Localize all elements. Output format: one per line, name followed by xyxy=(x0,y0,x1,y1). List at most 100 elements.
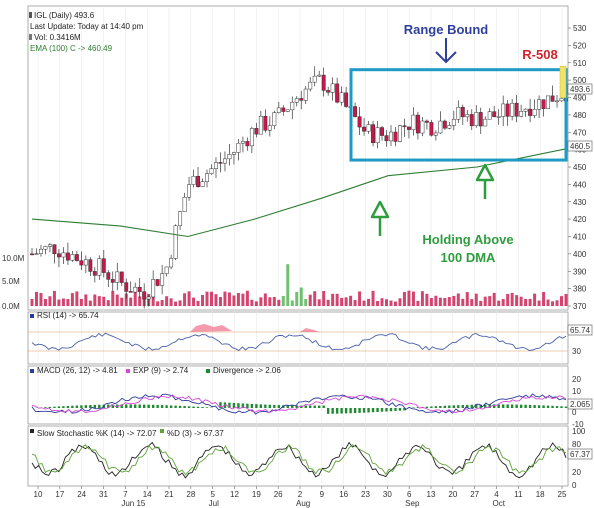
candle-body xyxy=(74,254,79,261)
volume-bar xyxy=(429,298,433,306)
macd-histogram-bar xyxy=(264,404,267,408)
volume-bar xyxy=(259,297,263,306)
candle-body xyxy=(290,102,295,111)
price-tick-label: 440 xyxy=(573,180,587,189)
macd-histogram-bar xyxy=(138,404,141,408)
macd-histogram-bar xyxy=(340,408,343,414)
macd-histogram-bar xyxy=(519,404,523,408)
candle-body xyxy=(249,128,254,147)
candle-body xyxy=(182,196,187,212)
candle-body xyxy=(142,291,147,300)
volume-bar xyxy=(479,300,483,306)
volume-tick-label: 10.0M xyxy=(2,254,25,263)
volume-bar xyxy=(124,293,128,306)
macd-histogram-bar xyxy=(335,408,339,414)
macd-histogram-bar xyxy=(237,403,240,408)
macd-tick-0: 0 xyxy=(572,408,577,417)
volume-bar xyxy=(120,297,124,306)
macd-histogram-bar xyxy=(156,404,159,408)
macd-histogram-bar xyxy=(62,406,65,408)
macd-histogram-bar xyxy=(48,406,52,408)
volume-bar xyxy=(138,296,142,306)
candle-body xyxy=(30,253,34,256)
stoch-tick-0: 0 xyxy=(572,481,577,490)
macd-histogram-bar xyxy=(425,406,429,408)
macd-badge xyxy=(567,398,593,410)
holding-label-2: 100 DMA xyxy=(441,250,497,265)
volume-bar xyxy=(443,297,447,306)
candle-body xyxy=(519,111,524,117)
candle-body xyxy=(196,175,200,188)
volume-bar xyxy=(106,300,110,306)
volume-bar xyxy=(438,297,442,306)
stoch-d-line xyxy=(31,443,567,476)
macd-histogram-bar xyxy=(443,405,447,408)
price-tick-label: 520 xyxy=(573,41,587,50)
candle-body xyxy=(227,154,232,160)
volume-bar xyxy=(30,298,34,306)
candle-body xyxy=(209,168,214,174)
candle-body xyxy=(267,125,272,131)
x-tick-label: 28 xyxy=(186,490,195,499)
price-tick-label: 510 xyxy=(573,59,587,68)
candle-body xyxy=(124,282,129,292)
exp-label: EXP (9) -> 2.74 xyxy=(133,366,189,375)
volume-label: Vol: 0.3416M xyxy=(34,33,81,42)
price-axis: 5305205105004904804704604504404304204104… xyxy=(568,24,587,311)
candle-body xyxy=(43,246,48,250)
volume-bar xyxy=(290,300,294,306)
candle-body xyxy=(205,173,209,182)
x-tick-label: 17 xyxy=(55,490,64,499)
x-tick-label: 12 xyxy=(230,490,239,499)
macd-histogram-bar xyxy=(228,402,231,408)
candle-body xyxy=(106,272,111,280)
volume-bar xyxy=(57,299,61,306)
candle-body xyxy=(47,244,52,247)
ema-100-line xyxy=(31,148,567,238)
month-label: Aug xyxy=(296,499,310,508)
candle-body xyxy=(56,253,61,258)
candle-body xyxy=(528,108,533,116)
candle-body xyxy=(429,122,434,136)
candle-body xyxy=(384,135,389,142)
volume-bar xyxy=(335,293,339,306)
macd-panel-frame xyxy=(27,365,569,425)
volume-bar xyxy=(84,294,88,306)
candle-body xyxy=(469,114,474,126)
macd-histogram-bar xyxy=(174,405,177,408)
volume-bar xyxy=(362,300,366,306)
candle-body xyxy=(299,98,304,101)
candle-body xyxy=(115,271,120,283)
candle-body xyxy=(456,107,461,120)
volume-bar xyxy=(326,299,330,306)
macd-histogram-bar xyxy=(313,405,316,408)
volume-bar xyxy=(411,291,415,306)
candle-body xyxy=(83,259,88,266)
x-tick-label: 7 xyxy=(123,490,128,499)
rsi-overbought-area xyxy=(300,328,320,332)
candle-body xyxy=(231,152,236,155)
volume-bar xyxy=(187,291,191,306)
rsi-label: RSI (14) -> 65.74 xyxy=(37,311,99,320)
candle-body xyxy=(505,103,510,117)
candle-body xyxy=(52,244,57,255)
volume-bar xyxy=(492,292,496,306)
x-tick-label: 25 xyxy=(558,490,567,499)
volume-bar xyxy=(353,300,357,306)
holding-label-1: Holding Above xyxy=(422,232,513,247)
candle-body xyxy=(164,266,169,274)
candle-body xyxy=(39,248,43,254)
macd-histogram-bar xyxy=(501,404,505,408)
candle-body xyxy=(357,116,362,128)
volume-bar xyxy=(376,301,380,306)
up-arrow-icon xyxy=(475,163,495,199)
volume-bar xyxy=(129,297,133,306)
volume-bar xyxy=(402,291,406,306)
macd-histogram-bar xyxy=(371,408,375,413)
range-bound-box xyxy=(349,68,568,162)
volume-bar xyxy=(483,296,487,306)
candle-body xyxy=(173,225,178,259)
macd-histogram-bar xyxy=(506,404,509,408)
candle-body xyxy=(411,114,416,130)
